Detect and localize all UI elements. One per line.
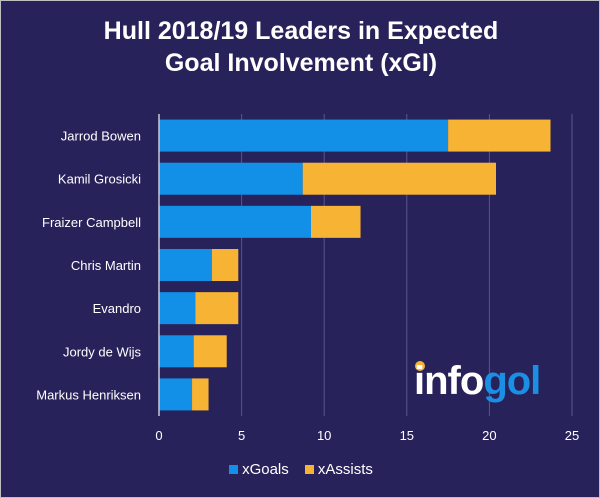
bar-xassists xyxy=(448,119,551,152)
logo-part-1: info xyxy=(414,359,484,403)
chart-title: Hull 2018/19 Leaders in Expected Goal In… xyxy=(1,15,599,79)
category-label: Evandro xyxy=(93,301,141,316)
x-tick-label: 10 xyxy=(317,428,331,443)
legend-swatch-xgoals xyxy=(229,465,239,474)
bar-xassists xyxy=(195,292,239,325)
category-label: Fraizer Campbell xyxy=(42,215,141,230)
bar-xassists xyxy=(192,378,209,411)
bar-xgoals xyxy=(159,205,311,238)
x-tick-label: 25 xyxy=(565,428,579,443)
bar-xgoals xyxy=(159,249,212,281)
logo-part-2: gol xyxy=(483,359,541,403)
category-label: Jordy de Wijs xyxy=(63,344,142,359)
bar-xassists xyxy=(310,205,361,238)
bar-xassists xyxy=(193,335,227,368)
x-tick-label: 0 xyxy=(155,428,162,443)
legend-item-xassists: xAssists xyxy=(304,461,373,478)
title-line-2: Goal Involvement (xGI) xyxy=(164,49,438,77)
infogol-logo: infogol xyxy=(414,359,541,404)
bar-xgoals xyxy=(159,162,303,195)
bar-xgoals xyxy=(159,292,196,325)
x-tick-label: 5 xyxy=(238,428,245,443)
bar-xgoals xyxy=(159,119,449,152)
legend-item-xgoals: xGoals xyxy=(229,461,289,478)
x-tick-label: 15 xyxy=(400,428,414,443)
category-label: Chris Martin xyxy=(71,258,141,273)
category-label: Jarrod Bowen xyxy=(61,129,141,144)
football-icon xyxy=(415,361,425,371)
bar-xassists xyxy=(302,162,497,195)
x-tick-label: 20 xyxy=(482,428,496,443)
legend-swatch-xassists xyxy=(304,465,314,474)
category-label: Markus Henriksen xyxy=(36,387,141,402)
bar-xgoals xyxy=(159,335,194,368)
title-line-1: Hull 2018/19 Leaders in Expected xyxy=(103,17,499,45)
legend-label-xassists: xAssists xyxy=(317,461,373,478)
bar-xassists xyxy=(211,249,239,281)
legend-label-xgoals: xGoals xyxy=(242,461,289,478)
category-label: Kamil Grosicki xyxy=(58,172,141,187)
bar-xgoals xyxy=(159,378,193,411)
legend: xGoals xAssists xyxy=(1,461,599,478)
